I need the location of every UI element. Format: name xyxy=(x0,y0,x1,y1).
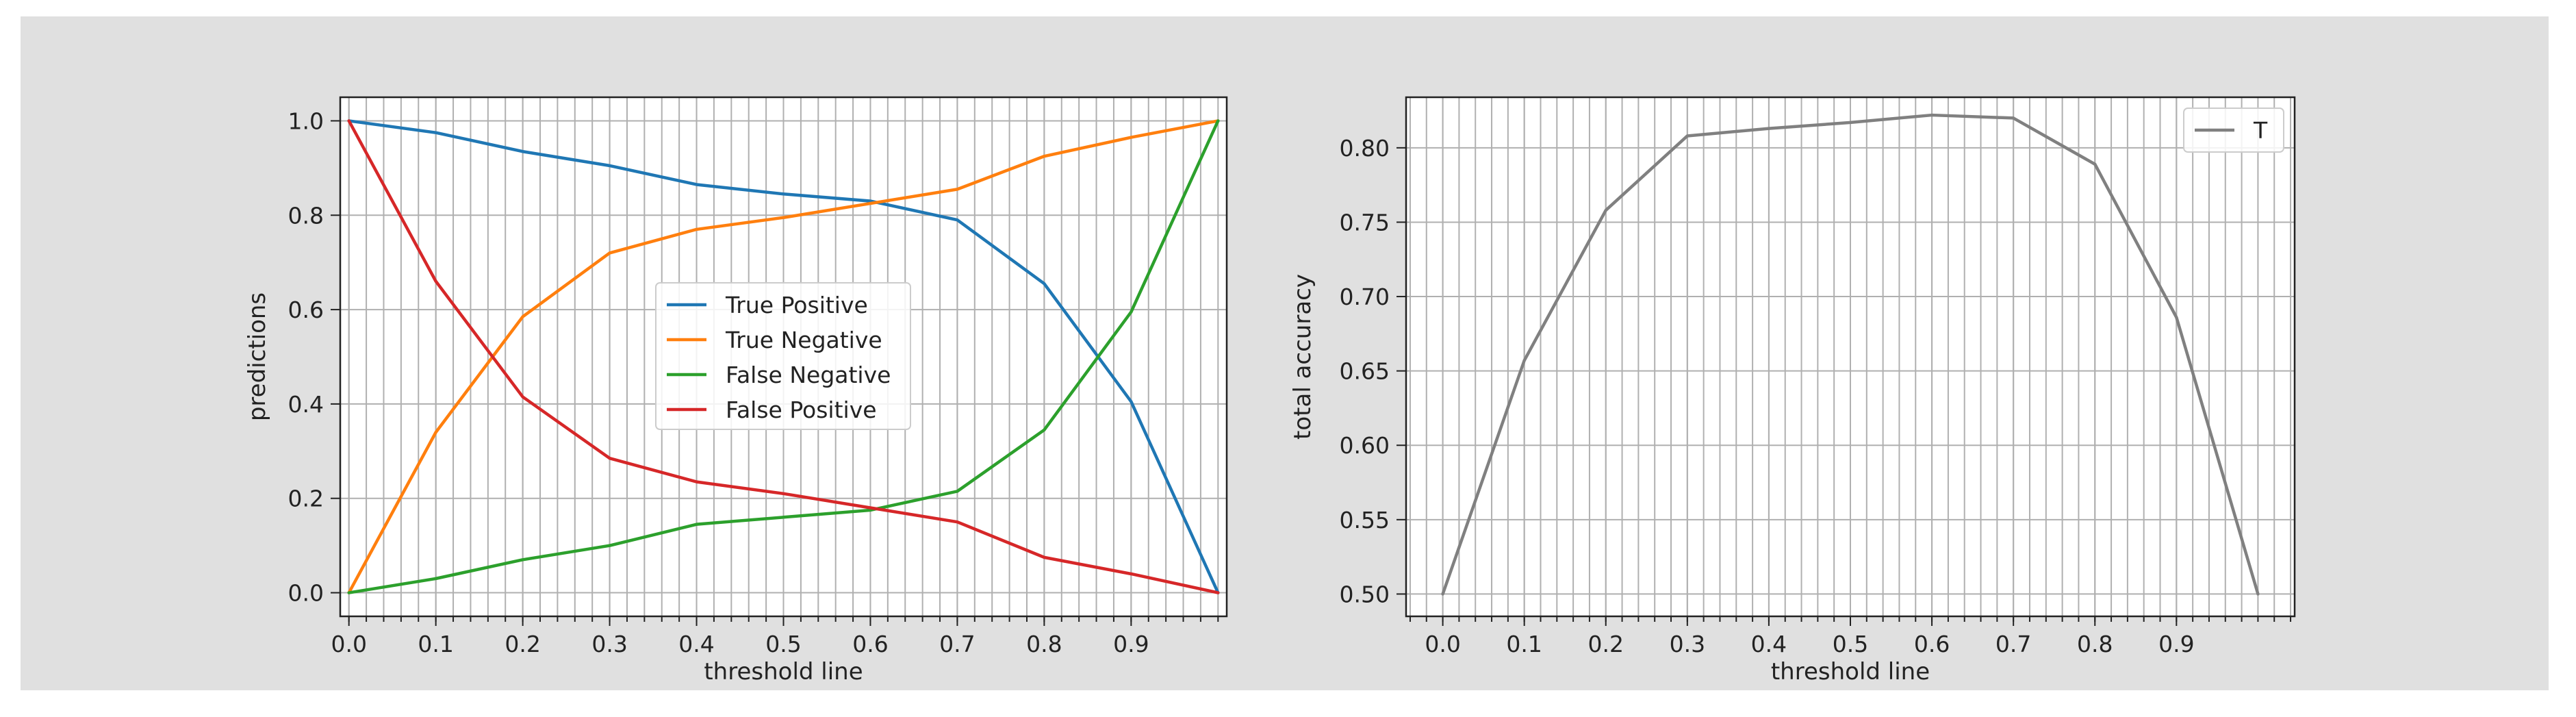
chart-1-grid xyxy=(1406,97,2295,622)
total-accuracy-chart: 0.0 0.1 0.2 0.3 0.4 0.5 0.6 0.7 0.8 0.9 0.50 0.55 0.… xyxy=(1289,96,2296,685)
chart-1-x-tick-label: 0.7 xyxy=(1995,631,2031,657)
chart-0-series-false-positive-line xyxy=(347,119,1220,594)
chart-1-x-tick-label: 0.9 xyxy=(2158,631,2194,657)
chart-1-x-tick-label: 0.1 xyxy=(1506,631,1542,657)
chart-0-series-true-positive-line xyxy=(347,119,1220,594)
chart-1-x-axis-label: threshold line xyxy=(1771,658,1930,685)
predictions-chart: 0.0 0.1 0.2 0.3 0.4 0.5 0.6 0.7 0.8 0.9 0.0 0.2 0.4 0… xyxy=(244,96,1228,685)
chart-0-grid xyxy=(340,97,1227,622)
chart-0-x-tick-label: 0.0 xyxy=(331,631,366,657)
chart-1-series-t-line xyxy=(1441,113,2260,596)
chart-0-legend-label: False Positive xyxy=(726,397,877,423)
chart-0-y-tick-label: 0.6 xyxy=(288,297,324,323)
chart-0-x-tick-label: 0.4 xyxy=(678,631,714,657)
chart-1-x-tick-label: 0.6 xyxy=(1914,631,1950,657)
chart-1-y-tick-label: 0.70 xyxy=(1340,284,1390,310)
chart-0-x-tick-label: 0.3 xyxy=(591,631,627,657)
chart-1-y-tick-label: 0.50 xyxy=(1340,581,1390,607)
chart-1-x-tick-label: 0.5 xyxy=(1833,631,1868,657)
chart-0-x-axis-label: threshold line xyxy=(704,658,863,685)
chart-1-y-axis-label: total accuracy xyxy=(1289,274,1316,440)
chart-1-y-tick-label: 0.75 xyxy=(1340,209,1390,236)
chart-1-x-tick-label: 0.3 xyxy=(1670,631,1705,657)
chart-0-axes-frame xyxy=(339,96,1228,618)
chart-1-x-tick-label: 0.8 xyxy=(2077,631,2113,657)
chart-1-legend-label: T xyxy=(2253,117,2268,144)
chart-0-legend-label: False Negative xyxy=(726,362,891,388)
chart-0-x-tick-label: 0.2 xyxy=(505,631,540,657)
chart-0-y-tick-label: 0.2 xyxy=(288,486,324,512)
chart-1-y-tick-label: 0.65 xyxy=(1340,358,1390,385)
chart-1-axes-frame xyxy=(1405,96,2296,618)
chart-0-legend: True Positive True Negative False Negative… xyxy=(655,282,911,430)
chart-0-x-tick-label: 0.5 xyxy=(765,631,801,657)
chart-0-x-tick-label: 0.6 xyxy=(852,631,888,657)
chart-0-x-tick-label: 0.9 xyxy=(1113,631,1149,657)
chart-1-x-tick-label: 0.2 xyxy=(1588,631,1624,657)
chart-0-x-tick-label: 0.8 xyxy=(1026,631,1062,657)
chart-1-x-tick-label: 0.4 xyxy=(1751,631,1787,657)
chart-0-legend-label: True Negative xyxy=(725,327,882,353)
chart-0-legend-label: True Positive xyxy=(725,292,868,318)
chart-1-x-tick-label: 0.0 xyxy=(1425,631,1460,657)
chart-0-x-tick-label: 0.1 xyxy=(418,631,453,657)
chart-1-legend: T xyxy=(2183,108,2284,153)
chart-0-y-tick-label: 0.0 xyxy=(288,580,324,607)
chart-1-y-tick-label: 0.80 xyxy=(1340,135,1390,162)
chart-0-legend-box xyxy=(655,282,911,430)
chart-0-x-tick-label: 0.7 xyxy=(939,631,975,657)
chart-0-y-tick-label: 1.0 xyxy=(288,108,324,134)
chart-0-y-axis-label: predictions xyxy=(244,292,271,421)
chart-1-y-tick-label: 0.60 xyxy=(1340,432,1390,459)
chart-1-y-tick-label: 0.55 xyxy=(1340,507,1390,533)
chart-0-y-tick-label: 0.8 xyxy=(288,202,324,229)
chart-0-series-false-negative-line xyxy=(347,119,1220,594)
chart-0-y-tick-label: 0.4 xyxy=(288,391,324,418)
chart-0-series-true-negative-line xyxy=(347,119,1220,594)
